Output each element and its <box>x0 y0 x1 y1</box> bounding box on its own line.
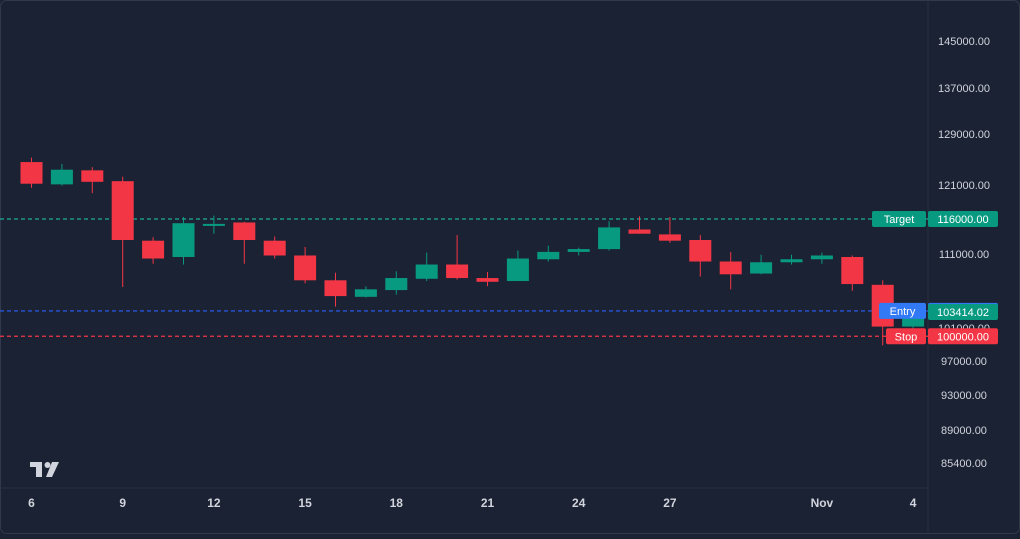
candle <box>263 236 286 259</box>
candle <box>598 221 621 251</box>
candle-body <box>537 251 560 260</box>
candle <box>324 272 347 307</box>
candle <box>780 254 803 265</box>
level-tag-label: Target <box>884 214 915 226</box>
time-tick-label: Nov <box>811 496 834 510</box>
candle-body <box>415 264 438 279</box>
price-tick-label: 121000.00 <box>938 180 990 192</box>
candle-body <box>111 181 134 240</box>
candles <box>20 157 925 346</box>
time-tick-label: 15 <box>298 496 312 510</box>
candle <box>750 254 773 275</box>
candle <box>841 255 864 291</box>
candle <box>81 167 104 194</box>
level-value-box <box>928 328 998 345</box>
candle <box>233 221 256 264</box>
level-labels: Target116000.00Entry103424.74Stop100000.… <box>872 211 998 345</box>
candle-body <box>628 229 651 234</box>
candle-body <box>446 264 469 279</box>
candle <box>294 247 317 284</box>
candle-body <box>233 222 256 240</box>
candle <box>202 215 225 234</box>
level-lines <box>0 218 928 337</box>
time-tick-label: 4 <box>910 496 917 510</box>
candle <box>111 176 134 288</box>
candle-body <box>750 262 773 274</box>
time-tick-label: 12 <box>207 496 221 510</box>
candle-body <box>567 249 590 252</box>
candle-body <box>506 258 529 282</box>
candle-body <box>354 289 377 297</box>
tradingview-logo-icon[interactable] <box>30 462 59 477</box>
candle <box>658 216 681 243</box>
level-tag-stop <box>886 328 926 345</box>
candle-body <box>689 240 712 262</box>
price-tick-label: 97000.00 <box>941 356 987 368</box>
candle-body <box>658 234 681 241</box>
time-tick-label: 21 <box>481 496 495 510</box>
time-tick-label: 27 <box>663 496 677 510</box>
price-tick-label: 111000.00 <box>939 249 989 261</box>
candle-body <box>476 278 499 282</box>
price-tick-label: 129000.00 <box>938 129 990 141</box>
level-value-box <box>928 211 998 227</box>
candle-body <box>324 280 347 297</box>
candle-body <box>202 223 225 226</box>
candle <box>354 286 377 298</box>
level-tag-label: Stop <box>895 331 918 343</box>
candle <box>567 247 590 256</box>
candle <box>446 235 469 280</box>
candle <box>537 245 560 262</box>
candle <box>50 163 73 186</box>
time-tick-label: 24 <box>572 496 586 510</box>
candle <box>385 271 408 295</box>
candle-body <box>841 257 864 285</box>
candle <box>172 216 195 265</box>
time-tick-label: 18 <box>390 496 404 510</box>
candle-body <box>20 162 43 184</box>
time-tick-label: 6 <box>28 496 35 510</box>
candle-body <box>598 227 621 250</box>
candle <box>415 252 438 282</box>
candle-body <box>50 169 73 185</box>
candle <box>142 237 165 264</box>
price-tick-label: 85400.00 <box>941 458 987 470</box>
candle-body <box>810 255 833 260</box>
time-tick-label: 9 <box>119 496 126 510</box>
level-tag-entry <box>879 302 926 319</box>
candle <box>506 250 529 282</box>
last-price-label: 103414.02 <box>937 307 989 319</box>
candle-body <box>263 240 286 256</box>
candle <box>20 157 43 188</box>
candle <box>689 235 712 277</box>
time-axis[interactable]: 6 9 12 15 18 21 24 27 Nov 4 <box>28 496 917 510</box>
level-tag-target <box>872 211 926 227</box>
price-tick-label: 145000.00 <box>938 36 990 48</box>
candle <box>476 272 499 287</box>
candle <box>628 216 651 234</box>
candle <box>810 252 833 264</box>
level-value-label: 116000.00 <box>937 214 988 226</box>
candle <box>719 251 742 290</box>
candle-body <box>780 259 803 263</box>
candle-body <box>294 255 317 281</box>
last-price-box <box>928 304 998 320</box>
level-tag-label: Entry <box>890 306 916 318</box>
candle-body <box>142 240 165 259</box>
candle-body <box>385 278 408 291</box>
candle-body <box>172 223 195 258</box>
price-tick-label: 89000.00 <box>941 425 987 437</box>
price-tick-label: 93000.00 <box>941 390 987 402</box>
candle-body <box>719 261 742 275</box>
level-value-label: 100000.00 <box>937 331 989 343</box>
candle-body <box>81 170 104 182</box>
price-tick-label: 137000.00 <box>938 83 990 95</box>
